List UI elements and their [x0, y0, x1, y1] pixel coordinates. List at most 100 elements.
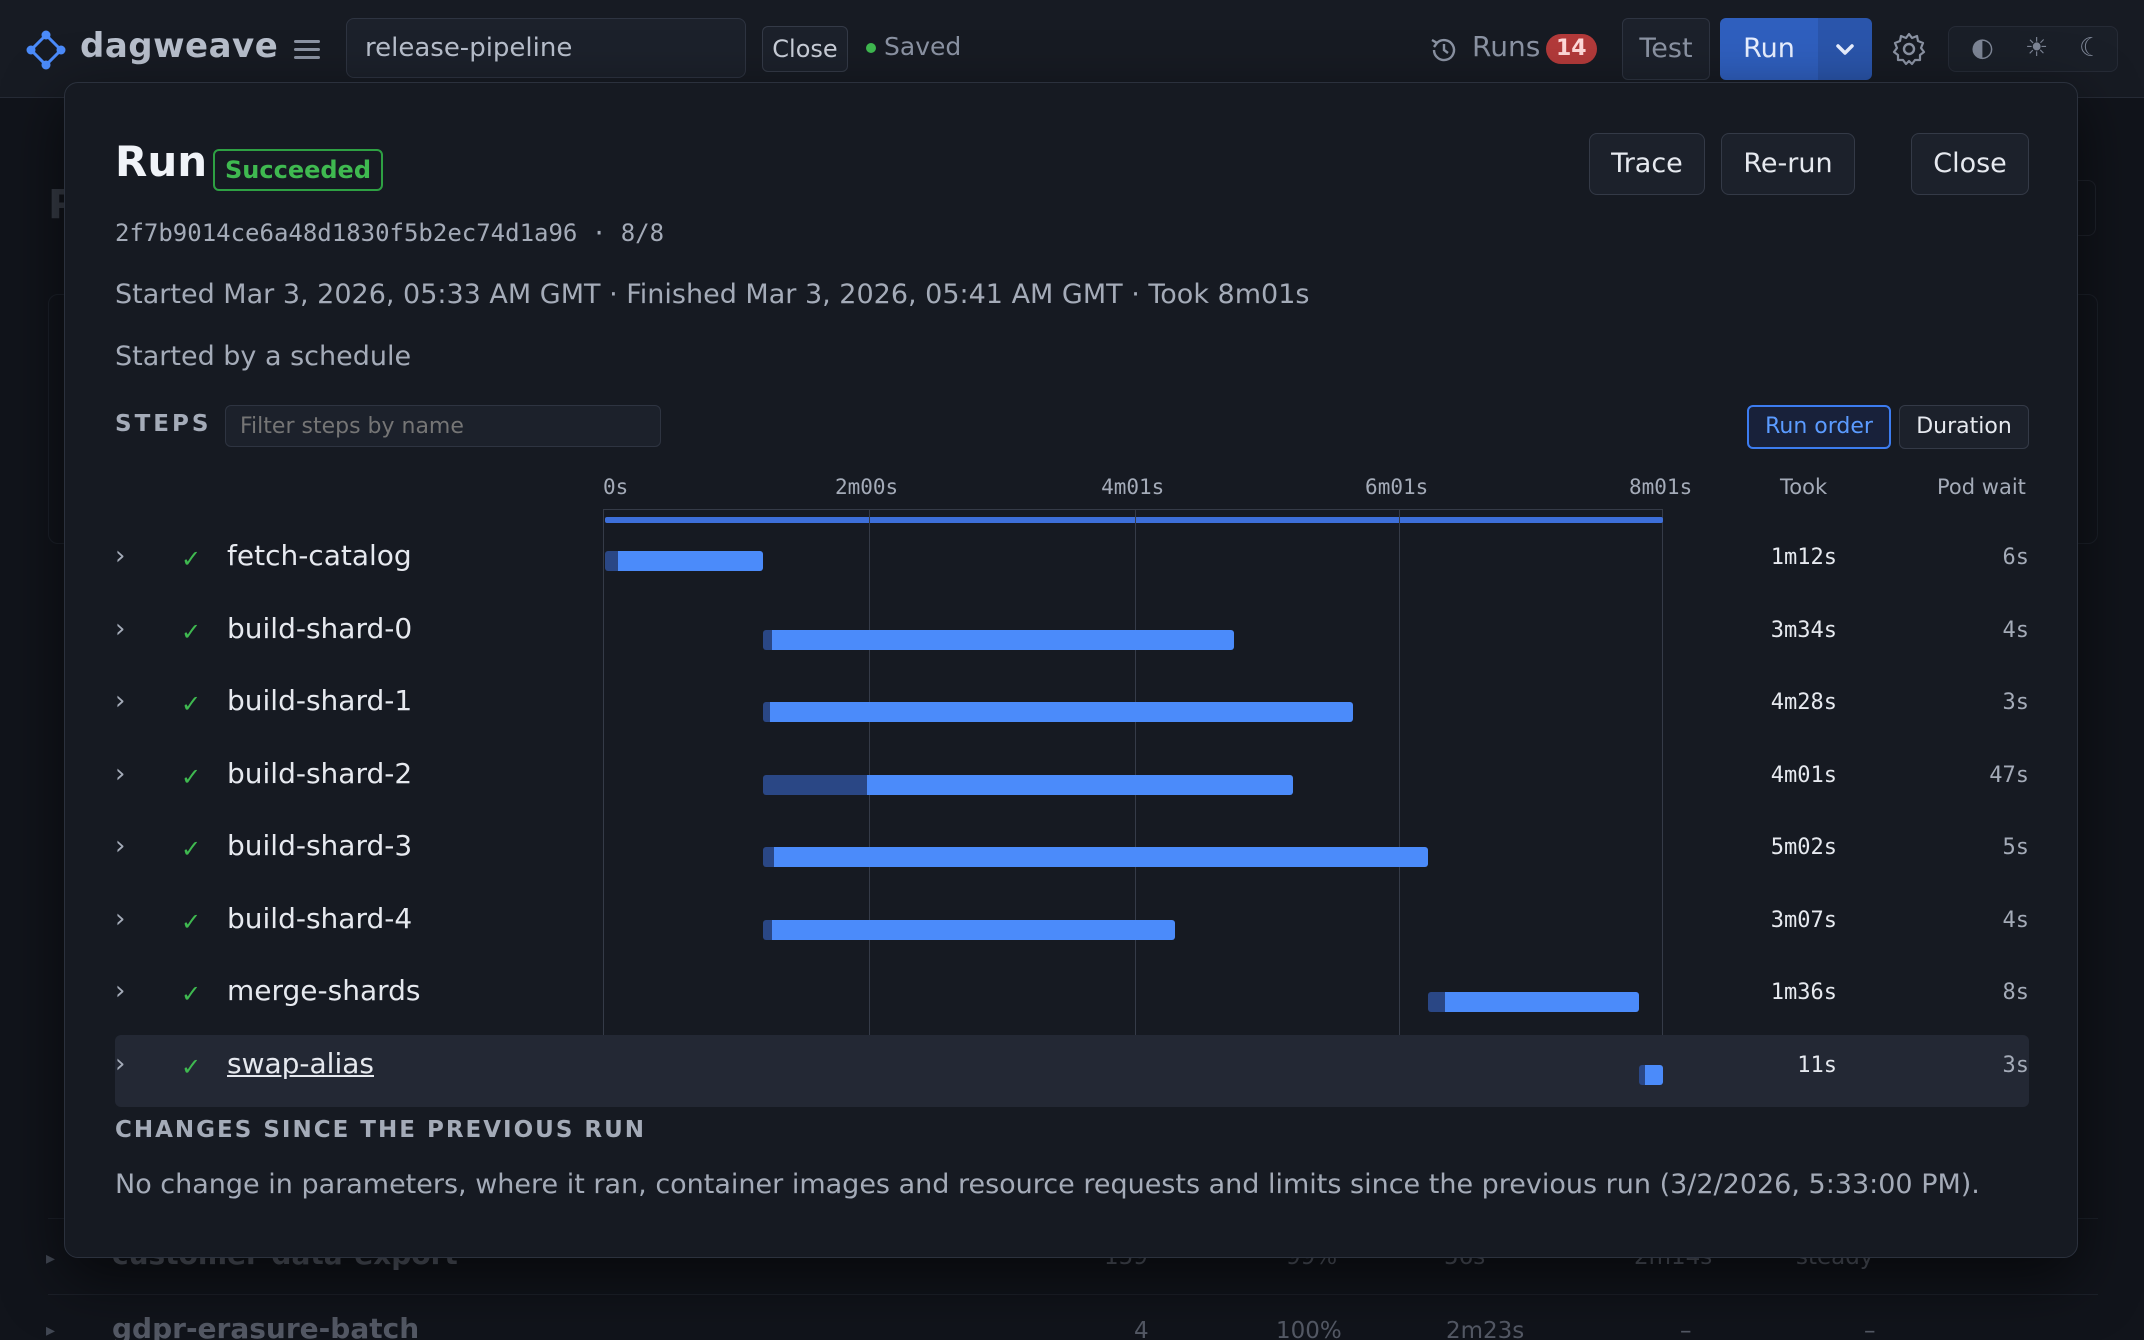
step-pod-wait-bar	[763, 774, 867, 795]
expand-step-chevron-icon[interactable]: ›	[115, 976, 126, 1006]
step-name[interactable]: build-shard-2	[227, 756, 413, 790]
expand-step-chevron-icon[interactable]: ›	[115, 1048, 126, 1079]
expand-step-chevron-icon[interactable]: ›	[115, 686, 126, 716]
step-duration-bar[interactable]	[618, 551, 764, 571]
step-row[interactable]: › ✓ fetch-catalog 1m12s 6s	[115, 527, 2029, 599]
chevron-down-icon	[1836, 44, 1854, 55]
expand-step-chevron-icon[interactable]: ›	[115, 541, 126, 571]
step-success-check-icon: ✓	[181, 980, 202, 1008]
step-success-check-icon: ✓	[181, 1052, 202, 1081]
theme-auto-icon[interactable]: ◐	[1971, 33, 1994, 63]
timeline-tick-label: 8m01s	[1629, 475, 1693, 499]
pod-wait-column-header: Pod wait	[1937, 475, 2026, 499]
hamburger-menu-icon[interactable]	[292, 34, 322, 64]
theme-light-icon[interactable]: ☀	[2025, 33, 2049, 63]
expand-row-icon: ▸	[46, 1248, 56, 1269]
step-duration-bar[interactable]	[1445, 992, 1639, 1012]
step-pod-wait-value: 3s	[2002, 690, 2030, 715]
step-took-value: 1m36s	[1770, 980, 1837, 1005]
pipeline-name-input[interactable]	[346, 18, 746, 78]
background-row-cell: –	[1864, 1318, 1876, 1340]
step-name[interactable]: build-shard-4	[227, 901, 413, 935]
step-pod-wait-bar	[1427, 992, 1446, 1012]
expand-step-chevron-icon[interactable]: ›	[115, 758, 126, 789]
step-success-check-icon: ✓	[181, 617, 202, 646]
background-row-divider	[48, 1294, 2098, 1295]
run-trigger: Started by a schedule	[115, 341, 412, 372]
run-id-and-progress: 2f7b9014ce6a48d1830f5b2ec74d1a96 · 8/8	[115, 219, 665, 247]
step-name[interactable]: build-shard-0	[227, 611, 413, 645]
step-pod-wait-value: 4s	[2002, 617, 2030, 643]
run-details-dialog: Run Succeeded Trace Re-run Close 2f7b901…	[64, 82, 2078, 1258]
step-name[interactable]: merge-shards	[227, 974, 421, 1007]
step-row[interactable]: › ✓ build-shard-0 3m34s 4s	[115, 600, 2029, 672]
rerun-button[interactable]: Re-run	[1721, 133, 1855, 195]
step-took-value: 1m12s	[1770, 545, 1837, 570]
step-name[interactable]: build-shard-1	[227, 684, 413, 717]
background-row-name: gdpr-erasure-batch	[112, 1312, 420, 1340]
step-pod-wait-value: 4s	[2002, 907, 2030, 933]
step-success-check-icon: ✓	[181, 762, 202, 791]
step-pod-wait-bar	[763, 702, 770, 722]
timeline-tick-label: 0s	[603, 475, 629, 499]
theme-switcher: ◐ ☀ ☾	[1948, 26, 2118, 72]
changes-section-label: CHANGES SINCE THE PREVIOUS RUN	[115, 1117, 647, 1143]
theme-dark-icon[interactable]: ☾	[2079, 33, 2103, 63]
step-pod-wait-value: 47s	[1989, 762, 2029, 788]
step-took-value: 3m07s	[1770, 907, 1837, 933]
step-pod-wait-bar	[763, 847, 775, 867]
step-row[interactable]: › ✓ build-shard-4 3m07s 4s	[115, 890, 2029, 962]
step-name[interactable]: build-shard-3	[227, 829, 413, 862]
step-name[interactable]: fetch-catalog	[227, 539, 412, 572]
background-row-cell: –	[1680, 1318, 1692, 1340]
timeline-gridline	[1399, 509, 1401, 1083]
step-pod-wait-value: 3s	[2002, 1052, 2030, 1078]
history-icon[interactable]	[1428, 34, 1460, 66]
runs-history-button[interactable]: Runs	[1472, 30, 1541, 63]
dialog-title: Run	[115, 137, 208, 186]
step-duration-bar[interactable]	[1645, 1064, 1663, 1085]
step-took-value: 3m34s	[1770, 617, 1837, 643]
saved-status-label: Saved	[884, 32, 962, 61]
step-pod-wait-bar	[1638, 1064, 1646, 1085]
close-dialog-button[interactable]: Close	[1911, 133, 2029, 195]
sort-run-order-toggle[interactable]: Run order	[1747, 405, 1891, 449]
step-duration-bar[interactable]	[772, 919, 1175, 940]
step-duration-bar[interactable]	[866, 774, 1294, 795]
step-row[interactable]: › ✓ build-shard-1 4m28s 3s	[115, 672, 2029, 744]
dagweave-logo-icon	[26, 30, 66, 70]
step-row[interactable]: › ✓ build-shard-2 4m01s 47s	[115, 745, 2029, 817]
timeline-gridline	[1135, 509, 1137, 1083]
runs-count-badge: 14	[1546, 34, 1597, 64]
filter-steps-input[interactable]	[225, 405, 661, 447]
step-name[interactable]: swap-alias	[227, 1046, 374, 1080]
timeline-tick-label: 6m01s	[1365, 475, 1429, 499]
background-row-cell: 4	[1134, 1318, 1149, 1340]
expand-step-chevron-icon[interactable]: ›	[115, 903, 126, 934]
expand-row-icon: ▸	[46, 1320, 56, 1340]
timeline-tick-label: 2m00s	[834, 475, 899, 499]
step-pod-wait-value: 5s	[2002, 835, 2030, 860]
expand-step-chevron-icon[interactable]: ›	[115, 831, 126, 861]
settings-gear-icon[interactable]	[1890, 30, 1928, 68]
step-took-value: 4m01s	[1770, 762, 1837, 788]
timeline-gridline	[868, 509, 870, 1083]
step-row[interactable]: › ✓ build-shard-3 5m02s 5s	[115, 817, 2029, 889]
run-options-dropdown[interactable]	[1818, 18, 1872, 80]
step-duration-bar[interactable]	[772, 629, 1235, 650]
step-success-check-icon: ✓	[181, 545, 202, 573]
trace-button[interactable]: Trace	[1589, 133, 1705, 195]
step-pod-wait-bar	[605, 551, 619, 571]
background-row-cell: 100%	[1276, 1318, 1342, 1340]
step-duration-bar[interactable]	[774, 847, 1428, 867]
test-button[interactable]: Test	[1622, 18, 1710, 80]
step-took-value: 4m28s	[1770, 690, 1837, 715]
sort-duration-toggle[interactable]: Duration	[1899, 405, 2029, 449]
changes-description: No change in parameters, where it ran, c…	[115, 1169, 1980, 1200]
expand-step-chevron-icon[interactable]: ›	[115, 613, 126, 644]
step-row[interactable]: › ✓ merge-shards 1m36s 8s	[115, 962, 2029, 1034]
step-row[interactable]: › ✓ swap-alias 11s 3s	[115, 1034, 2030, 1107]
close-pipeline-button[interactable]: Close	[762, 26, 848, 72]
step-duration-bar[interactable]	[769, 702, 1353, 722]
run-button[interactable]: Run	[1720, 18, 1818, 80]
